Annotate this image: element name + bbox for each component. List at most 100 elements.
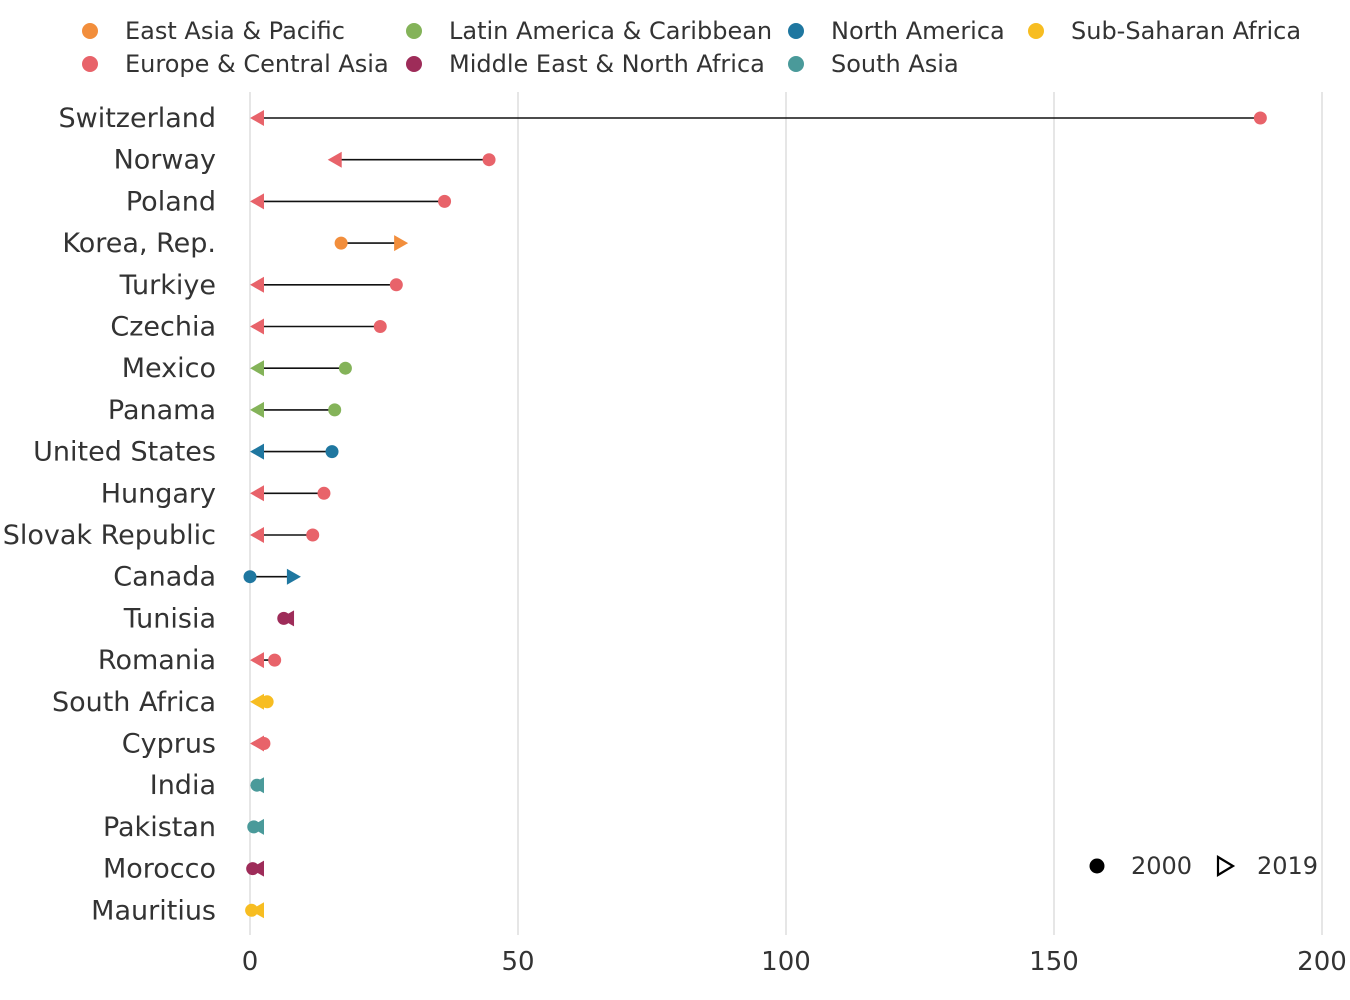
legend-label-north-america: North America: [831, 17, 1005, 45]
row-panama: Panama: [108, 395, 342, 426]
legend-label-middle-east-north-africa: Middle East & North Africa: [449, 50, 765, 78]
point-2000: [325, 445, 339, 459]
row-norway: Norway: [114, 145, 496, 176]
row-india: India: [150, 770, 264, 801]
legend-label-east-asia-pacific: East Asia & Pacific: [125, 17, 345, 45]
country-label: Romania: [98, 645, 216, 676]
legend-key-middle-east-north-africa: [406, 56, 422, 72]
x-tick-label-150: 150: [1029, 947, 1079, 977]
region-legend: East Asia & Pacific Europe & Central Asia…: [82, 17, 1301, 78]
country-label: Korea, Rep.: [62, 228, 216, 259]
legend-label-latin-america-caribbean: Latin America & Caribbean: [449, 17, 772, 45]
point-2019: [250, 193, 264, 210]
country-label: United States: [33, 437, 216, 468]
row-morocco: Morocco: [103, 854, 264, 885]
point-2019: [286, 568, 301, 585]
legend-key-latin-america-caribbean: [406, 23, 422, 39]
point-2000: [373, 320, 387, 333]
row-switzerland: Switzerland: [59, 103, 1267, 134]
point-2019: [394, 235, 409, 252]
row-tunisia: Tunisia: [123, 603, 295, 634]
country-label: Cyprus: [122, 729, 216, 760]
row-hungary: Hungary: [101, 478, 331, 509]
point-2000: [1253, 111, 1267, 125]
country-label: Mauritius: [91, 895, 216, 926]
legend-label-sub-saharan-africa: Sub-Saharan Africa: [1071, 17, 1301, 45]
point-2019: [250, 485, 264, 502]
country-label: Panama: [108, 395, 216, 426]
year-legend-key-end: [1216, 855, 1236, 877]
x-tick-label-200: 200: [1297, 947, 1347, 977]
point-2019: [250, 443, 264, 460]
row-poland: Poland: [126, 186, 452, 217]
point-2019: [250, 902, 264, 919]
row-slovak-republic: Slovak Republic: [3, 520, 320, 551]
point-2019: [250, 110, 264, 126]
point-2019: [250, 860, 264, 877]
row-korea-rep: Korea, Rep.: [62, 228, 409, 259]
x-tick-label-50: 50: [501, 947, 534, 977]
row-czechia: Czechia: [110, 312, 387, 343]
x-tick-label-100: 100: [761, 947, 811, 977]
country-label: Norway: [114, 145, 216, 176]
point-2019: [327, 151, 342, 168]
point-2019: [250, 777, 264, 794]
point-2000: [438, 194, 452, 208]
point-2019: [250, 276, 264, 293]
row-pakistan: Pakistan: [103, 812, 264, 843]
country-label: Mexico: [122, 353, 216, 384]
point-2019: [250, 735, 264, 752]
row-mauritius: Mauritius: [91, 895, 264, 926]
point-2000: [338, 361, 352, 375]
x-tick-label-0: 0: [242, 947, 259, 977]
row-south-africa: South Africa: [52, 687, 274, 718]
legend-key-europe-central-asia: [82, 56, 98, 72]
year-legend: 2000 2019: [1089, 852, 1318, 880]
x-gridlines: [249, 92, 1323, 935]
point-2000: [334, 236, 348, 250]
country-label: South Africa: [52, 687, 216, 718]
point-2000: [243, 570, 257, 584]
point-2019: [250, 693, 264, 710]
legend-label-south-asia: South Asia: [831, 50, 959, 78]
point-2019: [250, 652, 264, 669]
x-axis-ticks: 0 50 100 150 200: [242, 947, 1347, 977]
year-legend-key-start: [1089, 858, 1105, 874]
point-2000: [389, 278, 403, 292]
country-label: Tunisia: [123, 603, 216, 634]
country-label: Morocco: [103, 854, 216, 885]
point-2019: [250, 401, 264, 418]
legend-key-north-america: [788, 23, 804, 39]
point-2000: [328, 403, 342, 417]
point-2000: [482, 153, 496, 167]
year-legend-label-end: 2019: [1257, 852, 1318, 880]
legend-key-south-asia: [788, 56, 804, 72]
point-2000: [306, 528, 320, 542]
row-cyprus: Cyprus: [122, 729, 271, 760]
country-label: Canada: [113, 562, 216, 593]
country-label: Turkiye: [119, 270, 216, 301]
country-label: India: [150, 770, 216, 801]
country-label: Slovak Republic: [3, 520, 216, 551]
legend-label-europe-central-asia: Europe & Central Asia: [125, 50, 389, 78]
country-label: Hungary: [101, 478, 216, 509]
row-canada: Canada: [113, 562, 301, 593]
country-label: Czechia: [110, 312, 216, 343]
point-2019: [250, 527, 264, 543]
point-2019: [250, 818, 264, 835]
chart-rows: Switzerland Norway Poland Korea, Rep. Turkiy…: [3, 103, 1267, 926]
row-united-states: United States: [33, 437, 339, 468]
row-turkiye: Turkiye: [119, 270, 403, 301]
point-2000: [317, 486, 331, 500]
country-label: Switzerland: [59, 103, 217, 134]
country-label: Pakistan: [103, 812, 216, 843]
row-mexico: Mexico: [122, 353, 352, 384]
point-2019: [280, 610, 295, 627]
point-2019: [250, 360, 264, 377]
year-legend-label-start: 2000: [1131, 852, 1192, 880]
point-2000: [268, 653, 282, 667]
point-2019: [250, 318, 264, 335]
country-label: Poland: [126, 186, 216, 217]
legend-key-sub-saharan-africa: [1028, 23, 1044, 39]
